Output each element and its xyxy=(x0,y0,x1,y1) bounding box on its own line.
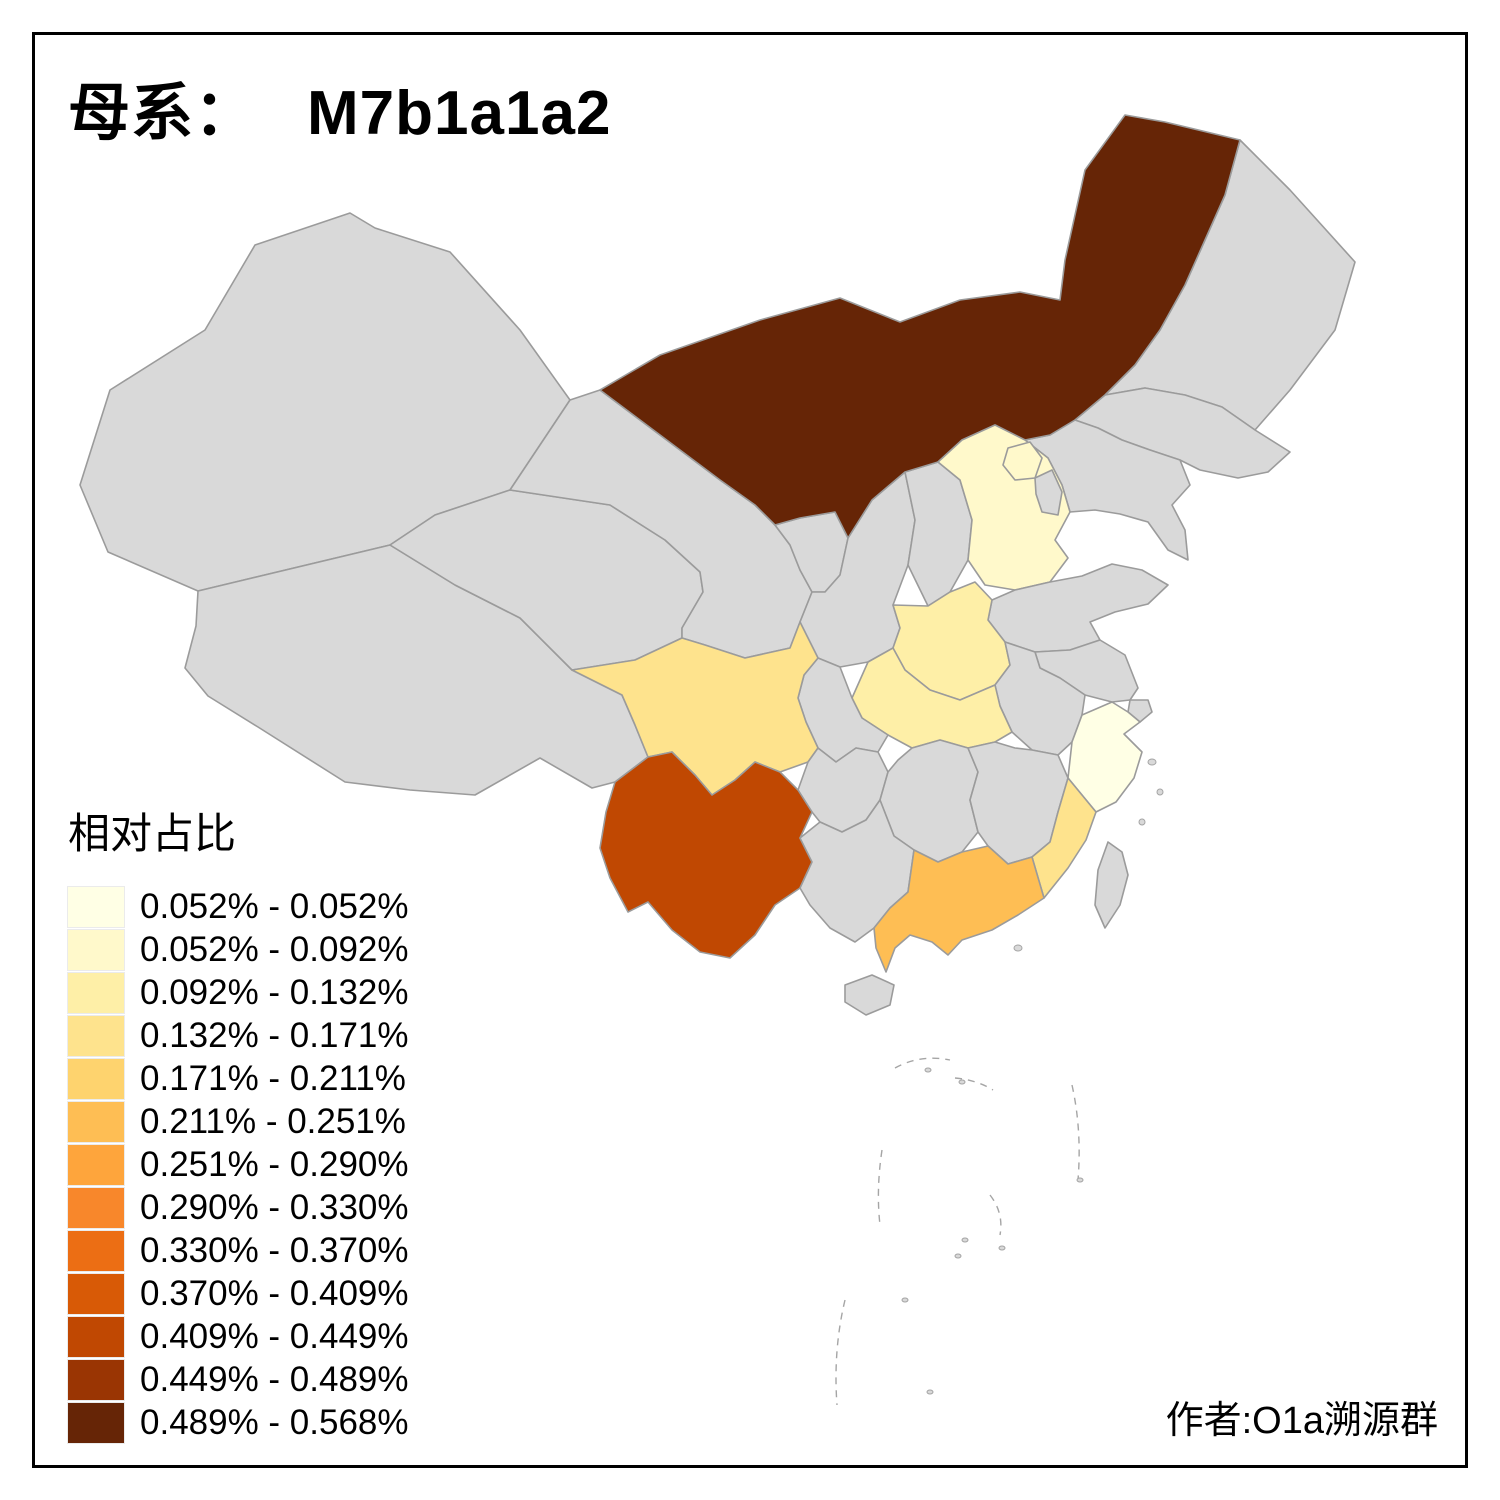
province-hainan xyxy=(844,974,895,1016)
province-guangdong xyxy=(873,845,1045,973)
legend-item: 0.052% - 0.092% xyxy=(67,928,409,971)
legend-swatch xyxy=(67,1401,125,1444)
south-china-sea-islands xyxy=(835,1057,1084,1406)
legend-label: 0.171% - 0.211% xyxy=(140,1059,406,1098)
title-prefix: 母系： xyxy=(68,79,258,148)
province-tianjin xyxy=(1034,469,1063,516)
legend-swatch xyxy=(67,1057,125,1100)
legend-item: 0.251% - 0.290% xyxy=(67,1143,409,1186)
coastal-islet xyxy=(1138,818,1146,826)
province-fujian xyxy=(1031,777,1097,899)
legend-swatch xyxy=(67,1100,125,1143)
province-inner-mongolia xyxy=(599,114,1241,539)
legend-label: 0.251% - 0.290% xyxy=(140,1145,409,1184)
legend-item: 0.370% - 0.409% xyxy=(67,1272,409,1315)
legend-swatch xyxy=(67,928,125,971)
legend-label: 0.052% - 0.052% xyxy=(140,887,409,926)
legend-swatch xyxy=(67,885,125,928)
legend-title: 相对占比 xyxy=(68,810,237,857)
legend-swatch xyxy=(67,1315,125,1358)
legend-item: 0.171% - 0.211% xyxy=(67,1057,409,1100)
author-credit: 作者:O1a溯源群 xyxy=(1165,1400,1438,1442)
legend-item: 0.489% - 0.568% xyxy=(67,1401,409,1444)
legend-label: 0.290% - 0.330% xyxy=(140,1188,409,1227)
legend-swatch xyxy=(67,1014,125,1057)
province-guangxi xyxy=(799,799,915,943)
legend-label: 0.211% - 0.251% xyxy=(140,1102,406,1141)
legend-label: 0.370% - 0.409% xyxy=(140,1274,409,1313)
legend: 相对占比 0.052% - 0.052% 0.052% - 0.092% 0.0… xyxy=(67,800,409,1444)
coastal-islet xyxy=(1156,788,1164,796)
coastal-islet xyxy=(1013,944,1023,952)
legend-label: 0.330% - 0.370% xyxy=(140,1231,409,1270)
legend-item: 0.290% - 0.330% xyxy=(67,1186,409,1229)
legend-label: 0.052% - 0.092% xyxy=(140,930,409,969)
legend-item: 0.449% - 0.489% xyxy=(67,1358,409,1401)
legend-label: 0.489% - 0.568% xyxy=(140,1403,409,1442)
legend-item: 0.132% - 0.171% xyxy=(67,1014,409,1057)
title-haplogroup: M7b1a1a2 xyxy=(307,79,612,148)
legend-item: 0.211% - 0.251% xyxy=(67,1100,409,1143)
page-title: 母系： M7b1a1a2 xyxy=(68,62,611,152)
legend-item: 0.409% - 0.449% xyxy=(67,1315,409,1358)
coastal-islet xyxy=(1147,758,1157,766)
legend-swatch xyxy=(67,1358,125,1401)
province-taiwan xyxy=(1094,841,1129,929)
legend-swatch xyxy=(67,1272,125,1315)
legend-swatch xyxy=(67,1186,125,1229)
legend-swatch xyxy=(67,1229,125,1272)
legend-swatch xyxy=(67,971,125,1014)
legend-label: 0.132% - 0.171% xyxy=(140,1016,409,1055)
legend-item: 0.092% - 0.132% xyxy=(67,971,409,1014)
legend-label: 0.409% - 0.449% xyxy=(140,1317,409,1356)
legend-item: 0.330% - 0.370% xyxy=(67,1229,409,1272)
legend-label: 0.449% - 0.489% xyxy=(140,1360,409,1399)
legend-item: 0.052% - 0.052% xyxy=(67,885,409,928)
legend-label: 0.092% - 0.132% xyxy=(140,973,409,1012)
legend-swatch xyxy=(67,1143,125,1186)
